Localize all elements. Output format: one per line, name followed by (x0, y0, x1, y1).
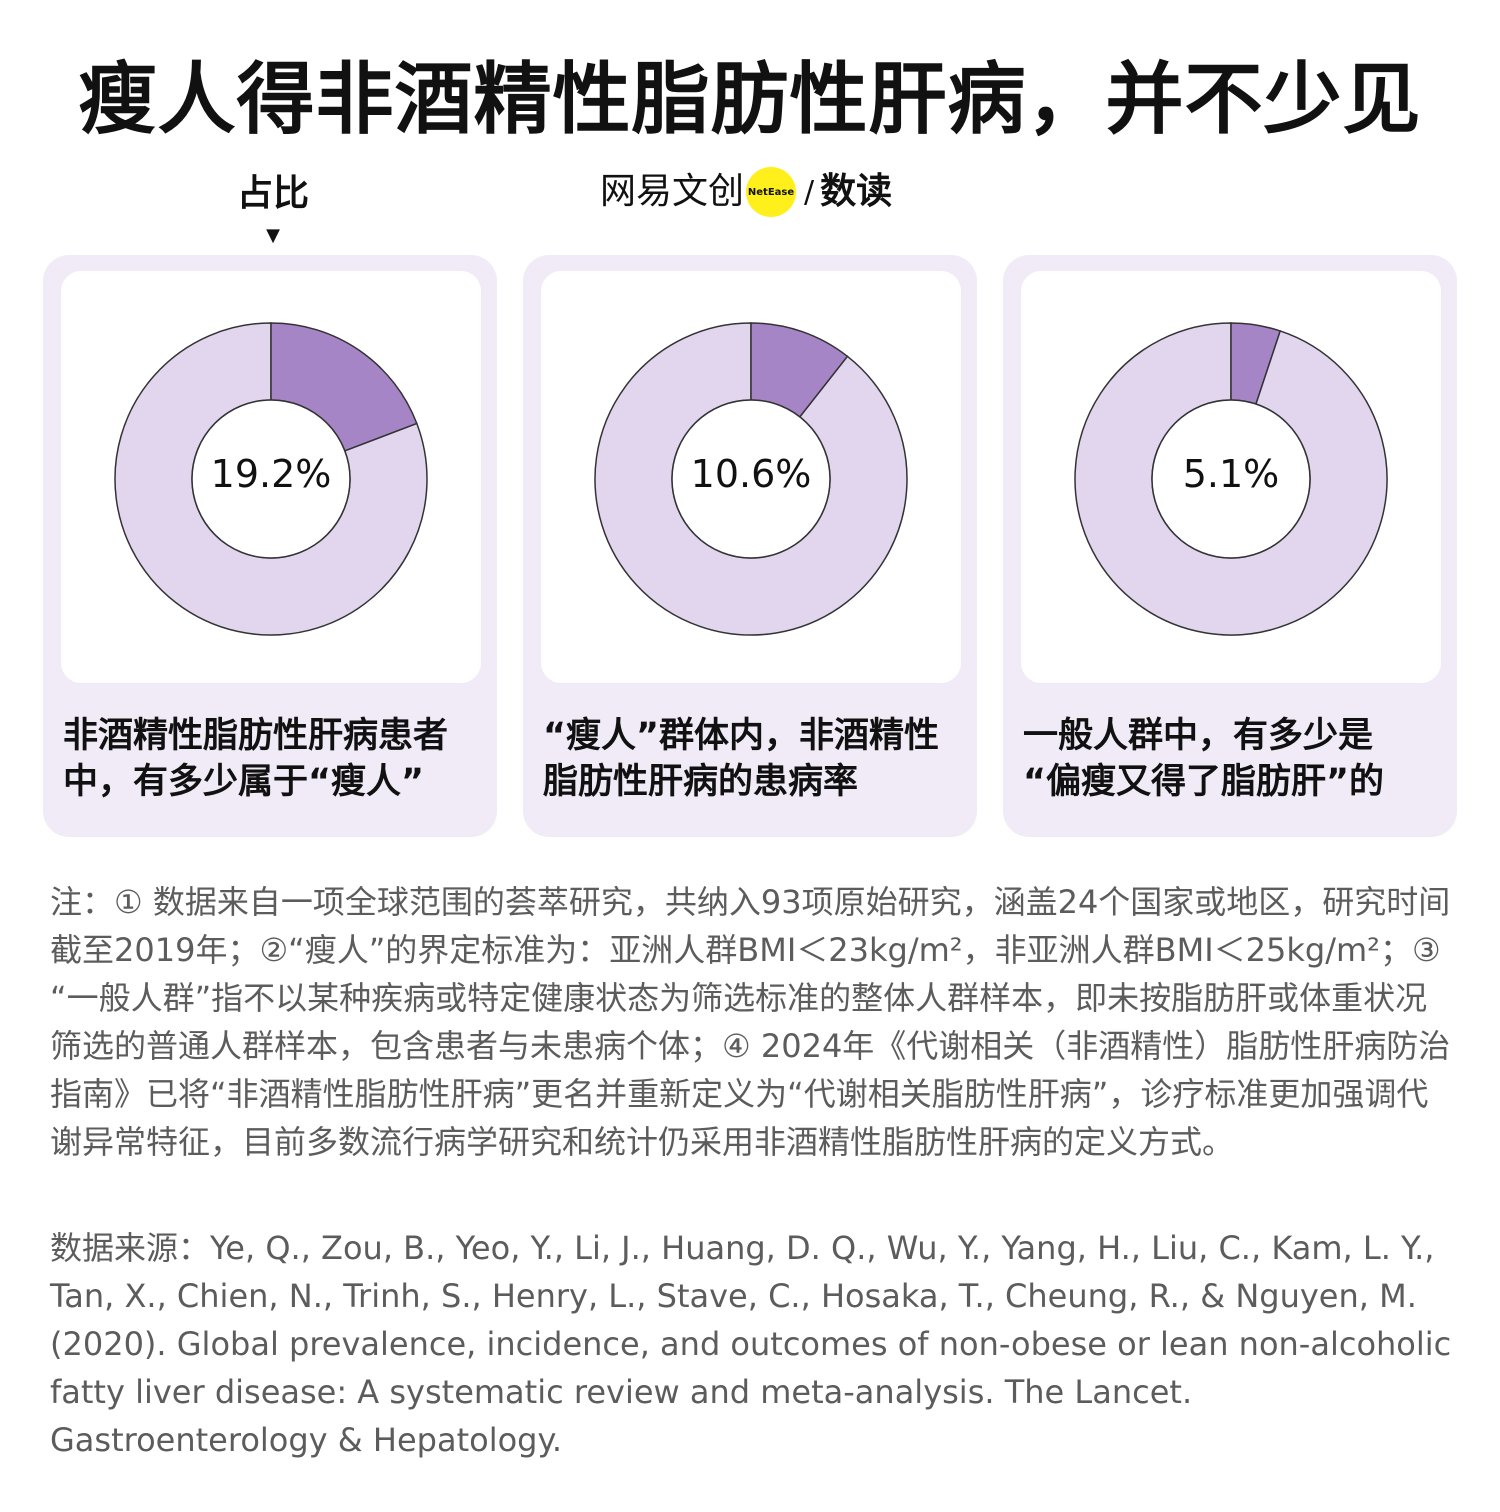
caption-line: 一般人群中，有多少是 (1023, 716, 1374, 756)
brand-sub: 数读 (820, 171, 893, 212)
donut-chart-1 (114, 322, 428, 636)
down-triangle-icon: ▼ (266, 225, 280, 246)
chart-card-1: 19.2% 非酒精性脂肪性肝病患者 中，有多少属于“瘦人” (43, 255, 497, 837)
brand-logo: 网易文创 NetEase / 数读 (600, 166, 892, 218)
caption-line: “偏瘦又得了脂肪肝”的 (1023, 762, 1385, 802)
pointer-annotation: 占比 ▼ (208, 172, 338, 248)
donut-hole (671, 399, 831, 559)
caption-line: “瘦人”群体内，非酒精性 (543, 716, 940, 756)
chart-panel-1: 19.2% (61, 271, 481, 683)
brand-name: 网易文创 (600, 171, 745, 212)
chart-card-2: 10.6% “瘦人”群体内，非酒精性 脂肪性肝病的患病率 (523, 255, 977, 837)
chart-panel-3: 5.1% (1021, 271, 1441, 683)
donut-hole (191, 399, 351, 559)
pointer-label: 占比 (236, 173, 309, 214)
chart-caption-1: 非酒精性脂肪性肝病患者 中，有多少属于“瘦人” (63, 713, 483, 805)
chart-card-3: 5.1% 一般人群中，有多少是 “偏瘦又得了脂肪肝”的 (1003, 255, 1457, 837)
donut-center-label: 19.2% (210, 452, 332, 496)
chart-caption-2: “瘦人”群体内，非酒精性 脂肪性肝病的患病率 (543, 713, 963, 805)
data-source: 数据来源：Ye, Q., Zou, B., Yeo, Y., Li, J., H… (50, 1229, 1452, 1459)
donut-center-label: 5.1% (1182, 452, 1280, 496)
chart-caption-3: 一般人群中，有多少是 “偏瘦又得了脂肪肝”的 (1023, 713, 1443, 805)
caption-line: 非酒精性脂肪性肝病患者 (63, 716, 449, 756)
donut-chart-2 (594, 322, 908, 636)
chart-panel-2: 10.6% (541, 271, 961, 683)
brand-slash: / (804, 174, 815, 210)
donut-center-label: 10.6% (690, 452, 812, 496)
brand-badge: NetEase (746, 167, 797, 217)
donut-hole (1151, 399, 1311, 559)
caption-line: 脂肪性肝病的患病率 (543, 762, 859, 802)
donut-chart-3 (1074, 322, 1388, 636)
caption-line: 中，有多少属于“瘦人” (63, 762, 425, 802)
page-title: 瘦人得非酒精性脂肪性肝病，并不少见 (78, 55, 1422, 145)
footnotes: 注：① 数据来自一项全球范围的荟萃研究，共纳入93项原始研究，涵盖24个国家或地… (50, 883, 1451, 1161)
